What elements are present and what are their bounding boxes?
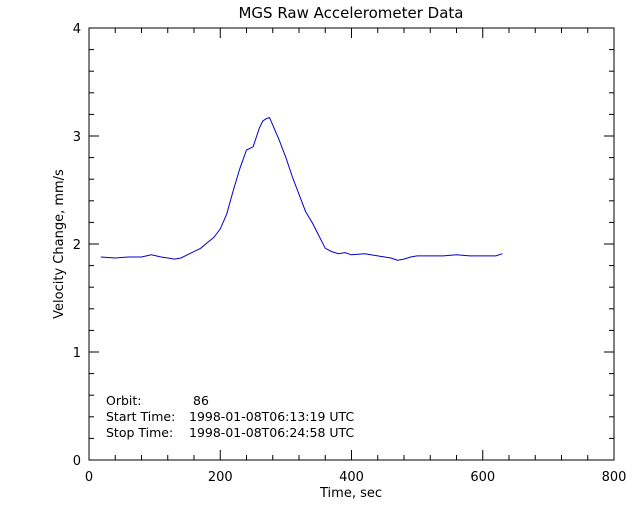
annotation-label: Stop Time: <box>106 425 173 440</box>
y-axis: 0 1 2 3 4 <box>73 22 614 469</box>
annotation-label: Start Time: <box>106 409 175 424</box>
y-tick-label: 2 <box>73 238 81 253</box>
y-tick-label: 4 <box>73 22 81 37</box>
y-tick-label: 0 <box>73 454 81 469</box>
chart-title: MGS Raw Accelerometer Data <box>238 4 463 22</box>
x-tick-label: 400 <box>339 470 364 485</box>
annotation-value: 1998-01-08T06:13:19 UTC <box>189 409 354 424</box>
annotation-label: Orbit: <box>106 393 142 408</box>
x-tick-label: 800 <box>602 470 627 485</box>
x-tick-label: 0 <box>85 470 93 485</box>
series-group <box>100 116 503 261</box>
x-axis-label: Time, sec <box>319 486 382 501</box>
plot-frame <box>88 27 615 461</box>
y-axis-label: Velocity Change, mm/s <box>52 169 67 319</box>
annotation-block: Orbit: 86 Start Time: 1998-01-08T06:13:19 U… <box>106 393 354 440</box>
x-axis: 0 200 400 600 800 <box>85 28 627 485</box>
x-tick-label: 600 <box>470 470 495 485</box>
annotation-value: 86 <box>193 393 209 408</box>
y-tick-label: 3 <box>73 130 81 145</box>
annotation-value: 1998-01-08T06:24:58 UTC <box>189 425 354 440</box>
velocity-series-line <box>100 116 503 261</box>
x-tick-label: 200 <box>208 470 233 485</box>
y-tick-label: 1 <box>73 346 81 361</box>
